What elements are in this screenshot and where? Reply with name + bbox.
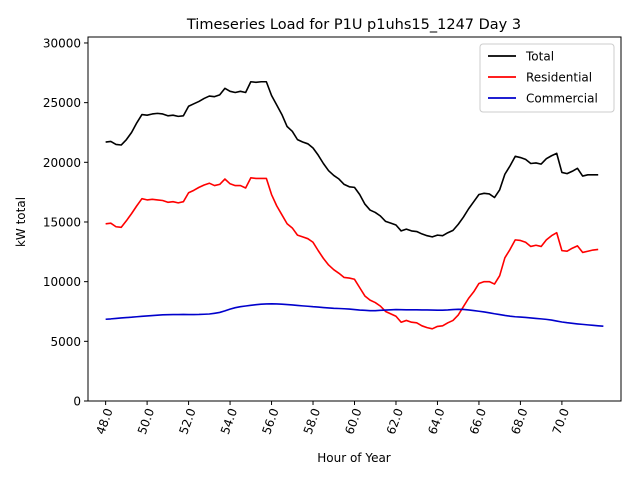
y-tick-label: 10000 bbox=[43, 275, 81, 289]
x-tick-label: 60.0 bbox=[342, 406, 364, 436]
x-tick-label: 68.0 bbox=[508, 406, 530, 436]
legend-box bbox=[479, 43, 615, 113]
x-axis: 48.0 50.0 52.0 54.0 56.0 58.0 60.0 62.0 64.0 66.0… bbox=[93, 401, 572, 436]
x-tick-label: 54.0 bbox=[218, 406, 240, 436]
x-tick-label: 56.0 bbox=[259, 406, 281, 436]
y-tick-label: 20000 bbox=[43, 156, 81, 170]
x-tick-label: 48.0 bbox=[93, 406, 115, 436]
series-line-commercial bbox=[105, 303, 604, 327]
series-line-residential bbox=[105, 177, 599, 330]
series-line-total bbox=[105, 80, 599, 238]
legend-label-residential: Residential bbox=[526, 71, 592, 85]
legend: Total Residential Commercial bbox=[479, 43, 615, 113]
y-axis-label: kW total bbox=[14, 197, 28, 247]
x-tick-label: 58.0 bbox=[301, 406, 323, 436]
y-tick-label: 0 bbox=[73, 395, 81, 409]
x-axis-label: Hour of Year bbox=[317, 451, 391, 465]
y-tick-label: 30000 bbox=[43, 36, 81, 50]
x-tick-label: 66.0 bbox=[467, 406, 489, 436]
legend-label-commercial: Commercial bbox=[526, 92, 598, 106]
series-layer bbox=[105, 80, 604, 330]
y-tick-label: 15000 bbox=[43, 215, 81, 229]
y-tick-label: 25000 bbox=[43, 96, 81, 110]
x-tick-label: 50.0 bbox=[135, 406, 157, 436]
chart-title: Timeseries Load for P1U p1uhs15_1247 Day… bbox=[186, 17, 521, 33]
y-axis: 0 5000 10000 15000 20000 25000 30000 bbox=[43, 36, 88, 409]
x-tick-label: 70.0 bbox=[550, 406, 572, 436]
legend-label-total: Total bbox=[525, 50, 554, 64]
y-tick-label: 5000 bbox=[50, 335, 81, 349]
x-tick-label: 64.0 bbox=[425, 406, 447, 436]
x-tick-label: 62.0 bbox=[384, 406, 406, 436]
x-tick-label: 52.0 bbox=[176, 406, 198, 436]
